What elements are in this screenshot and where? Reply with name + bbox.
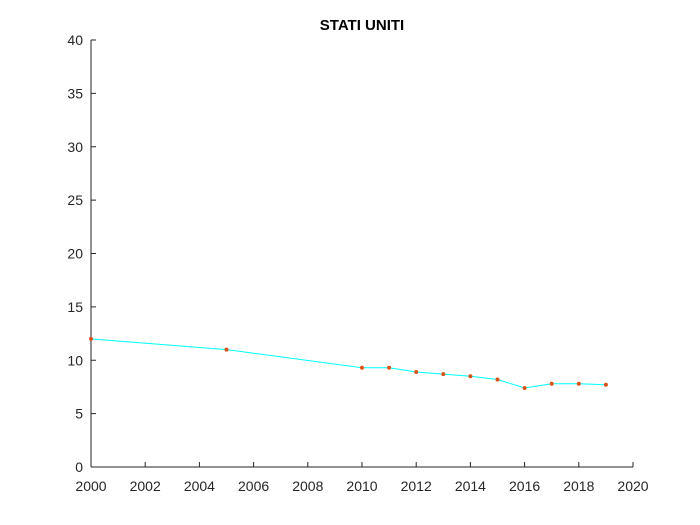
data-point — [603, 382, 608, 387]
y-tick-label: 35 — [67, 85, 83, 101]
x-tick-label: 2008 — [292, 478, 323, 494]
data-point — [414, 369, 419, 374]
data-point — [89, 336, 93, 341]
data-point — [387, 365, 392, 370]
data-point — [360, 365, 364, 370]
x-tick-label: 2012 — [401, 478, 432, 494]
y-tick-label: 10 — [67, 352, 83, 368]
series-line — [90, 338, 606, 389]
axes: 2000 2002 2004 2006 2008 2010 2012 2014 2016 2018… — [67, 32, 648, 494]
y-tick-label: 40 — [67, 32, 83, 48]
data-point — [468, 374, 473, 379]
data-point — [224, 347, 229, 352]
x-tick-label: 2020 — [617, 478, 648, 494]
data-point — [522, 386, 527, 391]
plot-area — [89, 336, 608, 391]
y-tick-label: 25 — [67, 192, 83, 208]
y-tick-label: 20 — [67, 246, 83, 262]
chart-title: STATI UNITI — [320, 17, 404, 34]
x-tick-label: 2014 — [455, 478, 486, 494]
x-tick-label: 2018 — [563, 478, 594, 494]
x-tick-label: 2006 — [238, 478, 269, 494]
y-tick-label: 30 — [67, 139, 83, 155]
y-tick-label: 15 — [67, 299, 83, 315]
data-point — [441, 372, 446, 377]
data-point — [576, 381, 581, 386]
x-tick-label: 2016 — [509, 478, 540, 494]
x-tick-label: 2000 — [75, 478, 106, 494]
data-point — [495, 377, 500, 382]
data-point — [549, 381, 554, 386]
x-tick-label: 2002 — [130, 478, 161, 494]
x-tick-label: 2010 — [346, 478, 377, 494]
y-tick-label: 5 — [75, 406, 83, 422]
y-tick-label: 0 — [75, 459, 83, 475]
x-tick-label: 2004 — [184, 478, 215, 494]
